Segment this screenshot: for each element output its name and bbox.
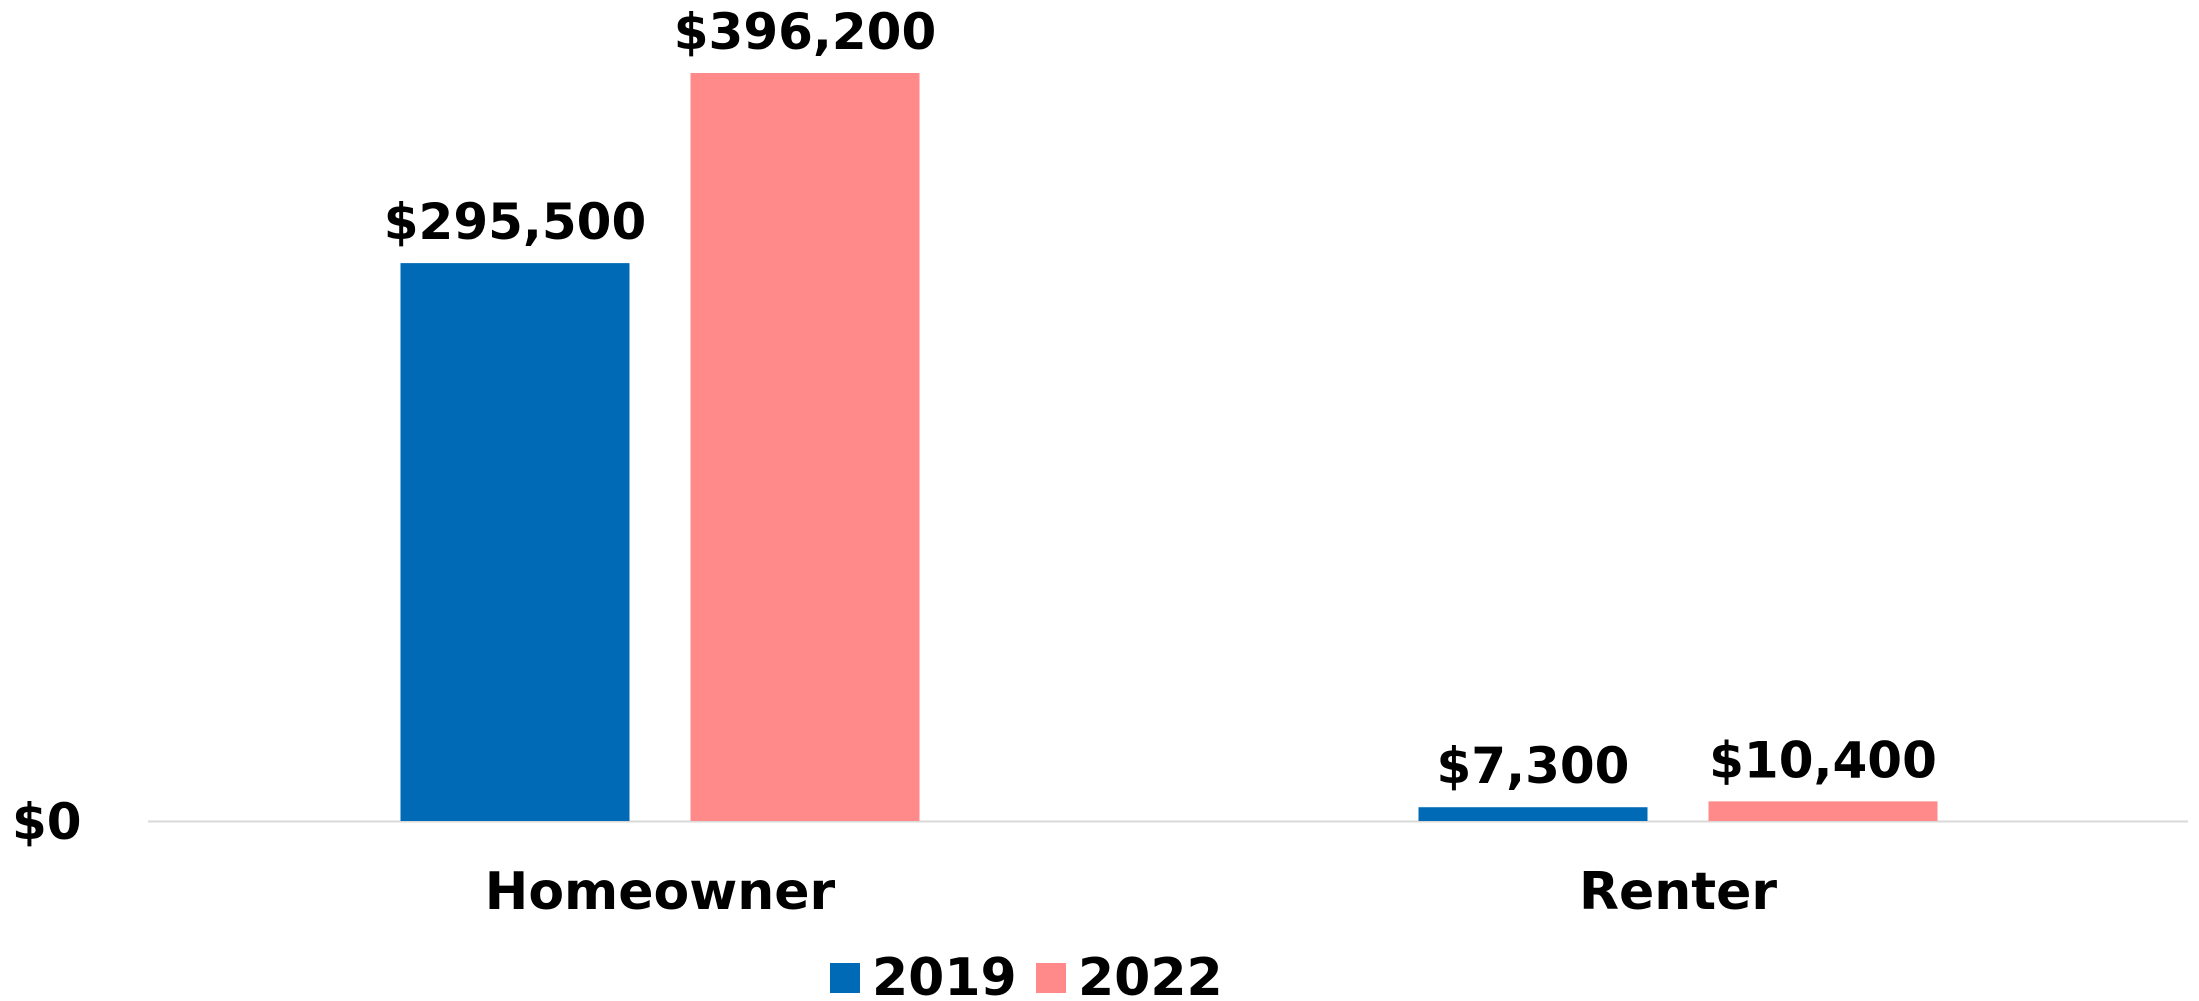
- legend: 2019 2022: [830, 948, 1223, 1001]
- legend-item: 2019: [830, 948, 1017, 1001]
- legend-item: 2022: [1036, 948, 1223, 1001]
- legend-swatch: [1036, 963, 1066, 993]
- category-label: Renter: [1579, 862, 1777, 922]
- bar-homeowner-2019: [400, 263, 630, 821]
- bar-renter-2022: [1708, 801, 1938, 821]
- bars: [400, 73, 1938, 821]
- legend-label: 2022: [1078, 948, 1223, 1001]
- legend-swatch: [830, 963, 860, 993]
- category-label: Homeowner: [485, 862, 836, 922]
- data-label: $10,400: [1709, 731, 1937, 789]
- data-labels: $295,500 $7,300 $396,200 $10,400: [384, 3, 1937, 795]
- category-labels: Homeowner Renter: [485, 862, 1778, 922]
- bar-renter-2019: [1418, 807, 1648, 821]
- y-tick-label: $0: [12, 793, 82, 851]
- y-axis-ticks: $0: [12, 793, 82, 851]
- data-label: $295,500: [384, 193, 647, 251]
- bar-homeowner-2022: [690, 73, 920, 821]
- legend-label: 2019: [872, 948, 1017, 1001]
- data-label: $396,200: [674, 3, 937, 61]
- data-label: $7,300: [1437, 737, 1630, 795]
